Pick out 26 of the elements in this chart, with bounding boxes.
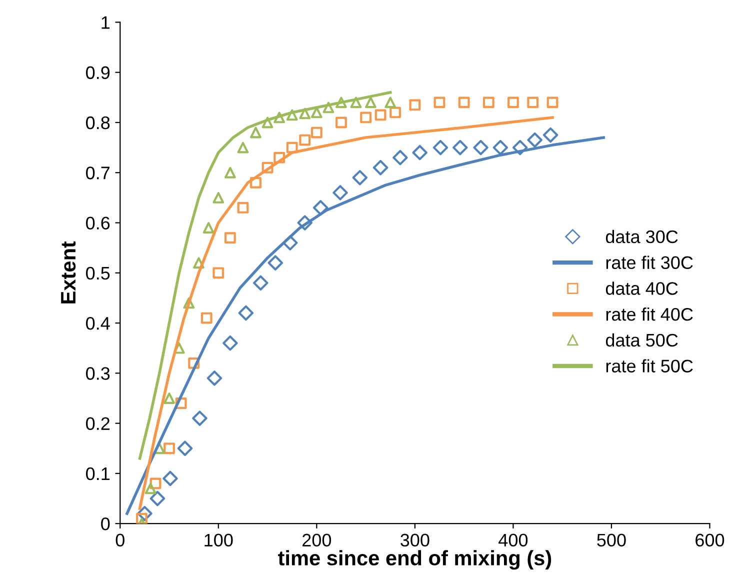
y-tick-label: 0 <box>101 518 110 530</box>
y-tick-label: 0.7 <box>86 166 110 180</box>
x-axis-title: time since end of mixing (s) <box>278 550 552 570</box>
y-tick-label: 0.8 <box>86 116 110 130</box>
x-tick-label: 500 <box>597 534 626 547</box>
legend-label: rate fit 30C <box>606 256 693 270</box>
x-tick-label: 400 <box>498 534 528 547</box>
y-tick-label: 0.4 <box>86 316 110 330</box>
x-tick-label: 300 <box>400 534 430 547</box>
y-tick-label: 0.1 <box>86 467 110 480</box>
y-tick-label: 0.9 <box>86 66 110 80</box>
y-axis-title: Extent <box>61 241 76 304</box>
x-tick-label: 100 <box>204 534 233 547</box>
y-tick-label: 0.3 <box>86 367 110 380</box>
legend-label: rate fit 50C <box>606 359 693 372</box>
legend-label: data 50C <box>606 333 678 347</box>
legend-label: data 40C <box>606 282 678 295</box>
x-tick-label: 200 <box>302 534 332 547</box>
x-tick-label: 600 <box>696 534 724 547</box>
x-tick-label: 0 <box>116 534 124 547</box>
y-tick-label: 1 <box>102 16 110 29</box>
legend-label: data 30C <box>606 230 678 244</box>
y-tick-label: 0.6 <box>86 216 110 230</box>
legend-label: rate fit 40C <box>606 307 693 321</box>
y-tick-label: 0.5 <box>86 266 110 280</box>
y-tick-label: 0.2 <box>86 417 110 430</box>
